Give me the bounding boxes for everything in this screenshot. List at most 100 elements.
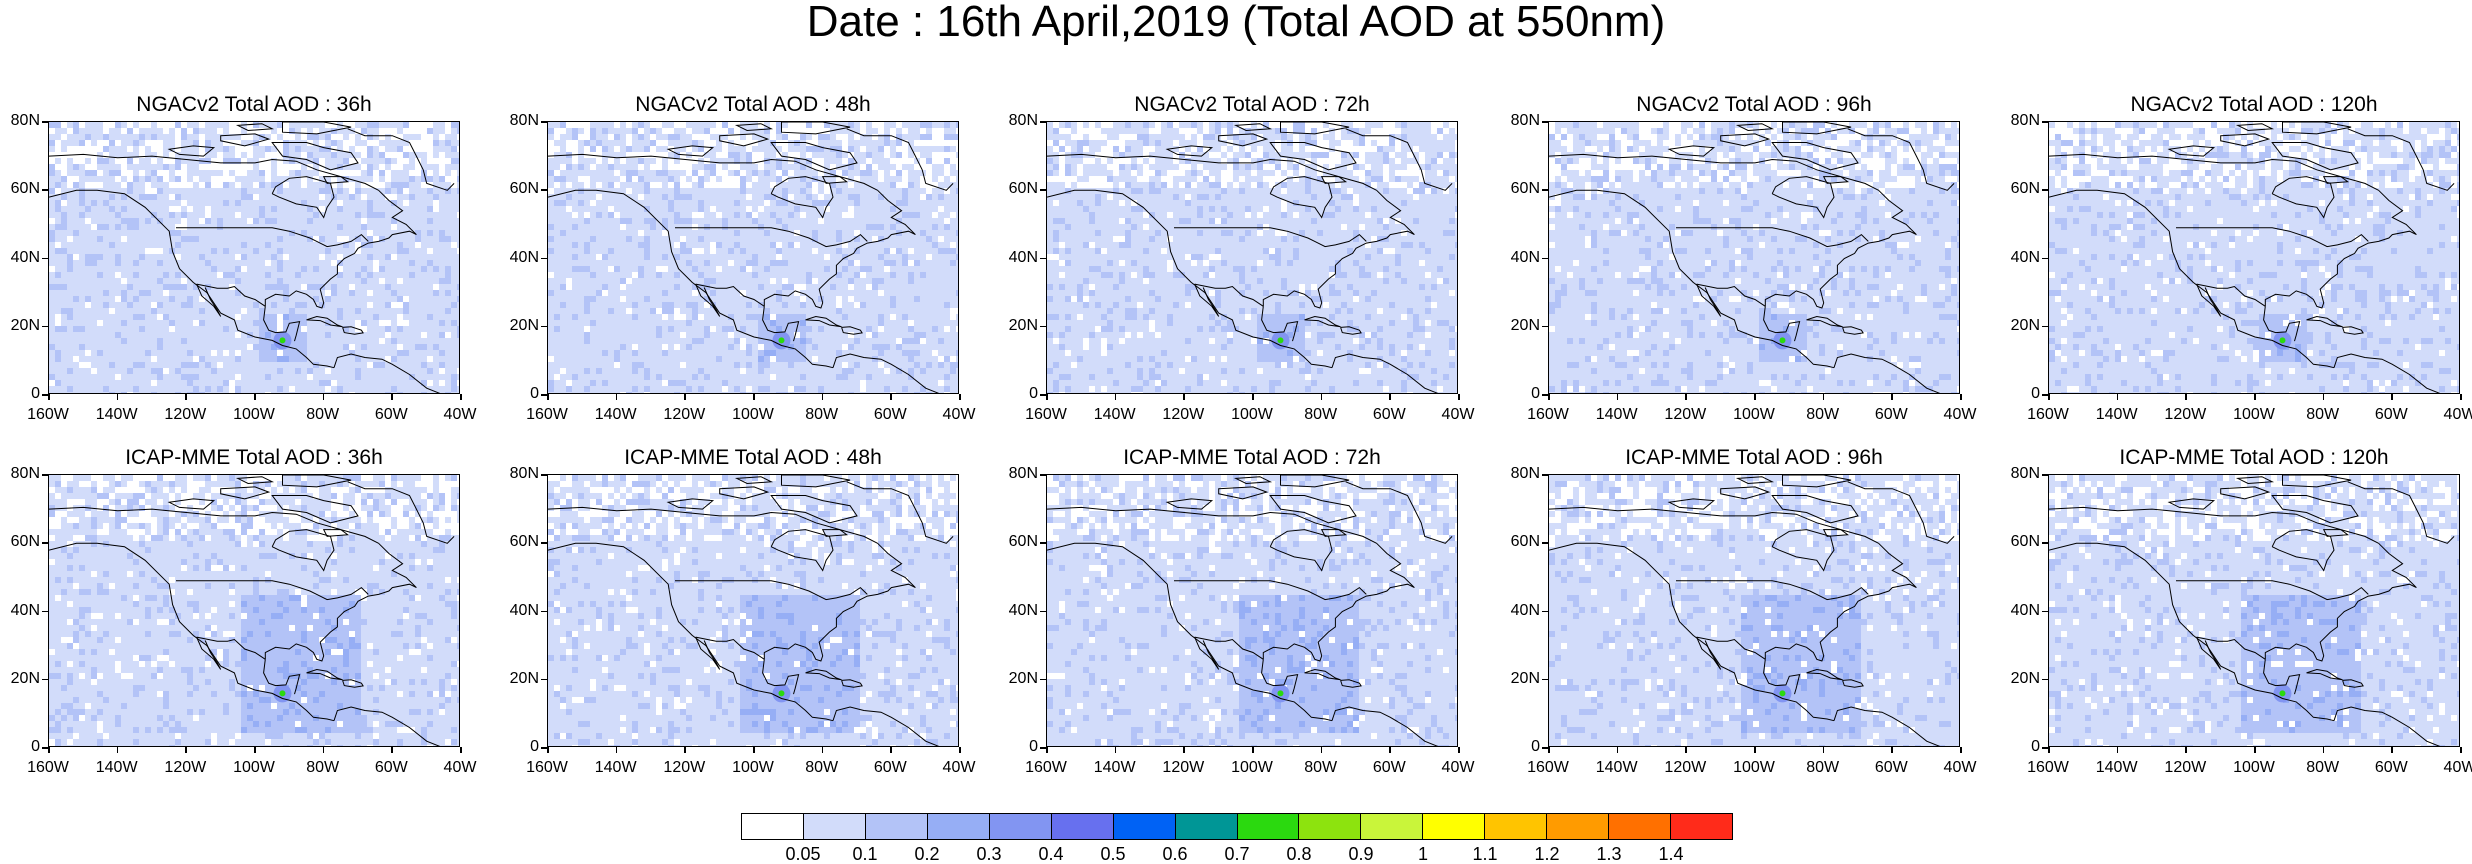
lon-tick-label: 140W: [1587, 407, 1647, 423]
colorbar-box: [1238, 814, 1300, 839]
colorbar-label: 1.2: [1517, 845, 1577, 863]
lon-tick-label: 40W: [1428, 760, 1488, 776]
map-panel: [48, 474, 460, 747]
lon-tick-mark: [2323, 747, 2325, 753]
lon-tick-mark: [48, 747, 50, 753]
lat-tick-mark: [1040, 326, 1046, 328]
lon-tick-label: 100W: [2224, 407, 2284, 423]
lat-tick-label: 0: [479, 386, 539, 402]
lat-tick-label: 60N: [479, 181, 539, 197]
lon-tick-mark: [1321, 394, 1323, 400]
colorbar-box: [1299, 814, 1361, 839]
lon-tick-label: 80W: [2293, 760, 2353, 776]
aod-field-map: [1047, 475, 1458, 747]
aod-field-map: [1047, 122, 1458, 394]
aod-hotspot-core: [279, 690, 285, 696]
aod-field-map: [49, 475, 460, 747]
lat-tick-label: 40N: [479, 603, 539, 619]
colorbar-box: [866, 814, 928, 839]
aod-field-map: [2049, 122, 2460, 394]
lat-tick-mark: [1040, 189, 1046, 191]
lon-tick-label: 80W: [1291, 407, 1351, 423]
lat-tick-label: 60N: [1980, 534, 2040, 550]
lon-tick-mark: [391, 394, 393, 400]
colorbar-label: 0.1: [835, 845, 895, 863]
lat-tick-label: 20N: [479, 671, 539, 687]
lon-tick-label: 140W: [1085, 407, 1145, 423]
lon-tick-mark: [1891, 747, 1893, 753]
lon-tick-mark: [2391, 394, 2393, 400]
lon-tick-mark: [1183, 747, 1185, 753]
lat-tick-mark: [2042, 258, 2048, 260]
lon-tick-mark: [1754, 394, 1756, 400]
lon-tick-mark: [1389, 747, 1391, 753]
lon-tick-mark: [1754, 747, 1756, 753]
lon-tick-mark: [1823, 394, 1825, 400]
lat-tick-mark: [1542, 189, 1548, 191]
map-panel: [1548, 121, 1960, 394]
lat-tick-label: 60N: [0, 534, 40, 550]
lat-tick-label: 0: [0, 739, 40, 755]
lon-tick-label: 160W: [1518, 760, 1578, 776]
lon-tick-mark: [2254, 394, 2256, 400]
lon-tick-label: 100W: [723, 407, 783, 423]
lon-tick-mark: [890, 747, 892, 753]
lat-tick-mark: [42, 542, 48, 544]
lat-tick-mark: [1542, 326, 1548, 328]
lon-tick-label: 120W: [2155, 407, 2215, 423]
lon-tick-mark: [1252, 394, 1254, 400]
lon-tick-label: 60W: [860, 407, 920, 423]
lon-tick-label: 100W: [1222, 760, 1282, 776]
lat-tick-label: 60N: [978, 534, 1038, 550]
lat-tick-mark: [541, 474, 547, 476]
lat-tick-mark: [541, 326, 547, 328]
lon-tick-mark: [2460, 394, 2462, 400]
lon-tick-label: 160W: [1016, 407, 1076, 423]
colorbar-box: [1361, 814, 1423, 839]
lon-tick-label: 140W: [1085, 760, 1145, 776]
lat-tick-mark: [2042, 679, 2048, 681]
lon-tick-label: 80W: [792, 407, 852, 423]
lon-tick-mark: [1891, 394, 1893, 400]
lon-tick-label: 100W: [1724, 760, 1784, 776]
lon-tick-label: 120W: [1153, 760, 1213, 776]
lon-tick-mark: [460, 747, 462, 753]
lat-tick-mark: [42, 121, 48, 123]
lat-tick-mark: [1040, 542, 1046, 544]
aod-field-map: [548, 122, 959, 394]
lon-tick-mark: [1252, 747, 1254, 753]
map-panel: [2048, 121, 2460, 394]
lon-tick-label: 40W: [430, 407, 490, 423]
lat-tick-label: 80N: [978, 113, 1038, 129]
lon-tick-mark: [117, 747, 119, 753]
lon-tick-label: 120W: [1655, 407, 1715, 423]
lon-tick-label: 60W: [1861, 760, 1921, 776]
lat-tick-mark: [2042, 189, 2048, 191]
lon-tick-label: 80W: [2293, 407, 2353, 423]
lon-tick-mark: [1046, 747, 1048, 753]
lon-tick-label: 60W: [2361, 760, 2421, 776]
lat-tick-mark: [1542, 258, 1548, 260]
lon-tick-label: 40W: [1930, 407, 1990, 423]
lat-tick-mark: [2042, 611, 2048, 613]
lat-tick-mark: [541, 121, 547, 123]
lon-tick-label: 120W: [1153, 407, 1213, 423]
lon-tick-label: 100W: [2224, 760, 2284, 776]
colorbar-box: [742, 814, 804, 839]
lat-tick-mark: [1542, 121, 1548, 123]
lat-tick-label: 60N: [479, 534, 539, 550]
figure-title: Date : 16th April,2019 (Total AOD at 550…: [0, 0, 2472, 44]
lat-tick-mark: [1040, 611, 1046, 613]
lon-tick-label: 40W: [929, 760, 989, 776]
lon-tick-label: 80W: [293, 760, 353, 776]
lon-tick-mark: [890, 394, 892, 400]
lon-tick-mark: [2048, 747, 2050, 753]
lat-tick-label: 0: [1980, 739, 2040, 755]
lon-tick-label: 60W: [361, 407, 421, 423]
lon-tick-mark: [616, 747, 618, 753]
lat-tick-label: 20N: [0, 318, 40, 334]
lon-tick-mark: [616, 394, 618, 400]
colorbar-box: [804, 814, 866, 839]
colorbar-box: [1423, 814, 1485, 839]
lon-tick-label: 100W: [1222, 407, 1282, 423]
